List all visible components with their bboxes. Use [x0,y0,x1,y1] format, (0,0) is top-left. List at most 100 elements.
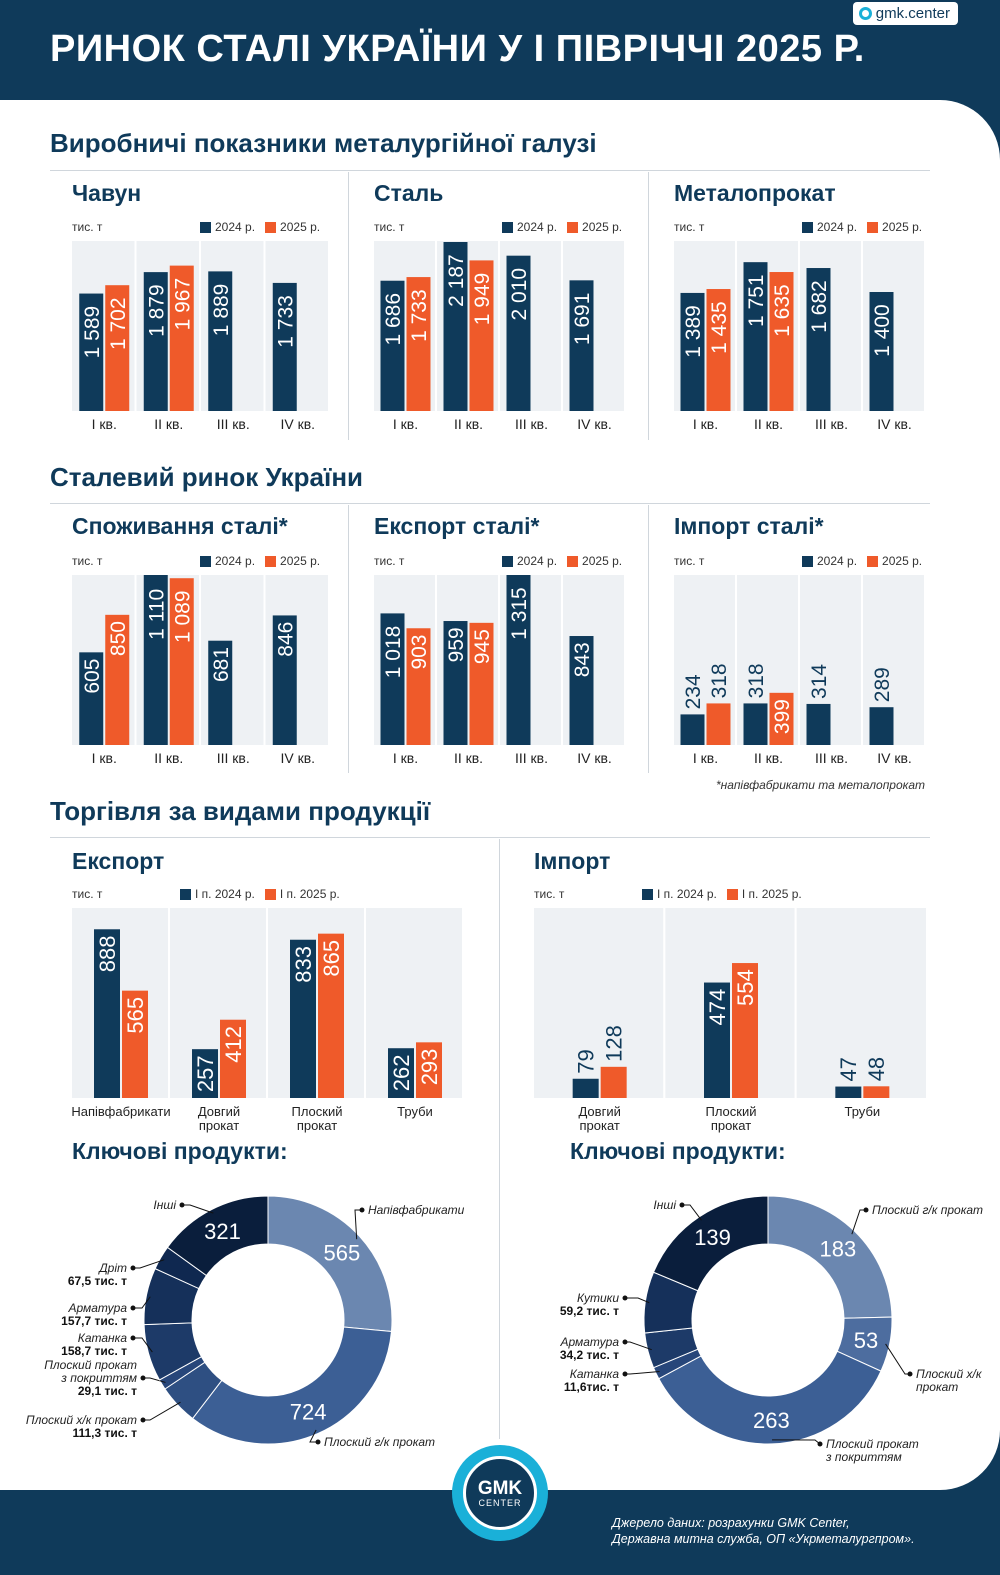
category-label: І кв. [693,750,718,766]
leader-line [625,1370,660,1375]
bar-2024 [680,292,705,411]
bar-2024 [208,640,233,745]
category-label: ІІ кв. [454,416,483,432]
donut-slice [267,1195,393,1332]
bar-value-label: 850 [107,621,130,656]
category-label: IV кв. [877,416,912,432]
panel-divider [648,172,649,440]
category-label: IV кв. [577,750,612,766]
leader-dot [130,1265,136,1271]
bar-2025 [732,963,758,1098]
section-divider [50,503,930,504]
bar-2025 [469,260,494,411]
category-label: ІІ кв. [754,750,783,766]
bar-value-label: 833 [291,946,316,983]
bar-2024 [380,613,405,745]
legend-label-2024: 2024 р. [817,554,858,568]
leader-dot [622,1371,628,1377]
bar-2025 [769,692,794,745]
legend-swatch-2025 [265,221,277,233]
donut-name-label: прокат [916,1380,958,1394]
donut-name-label: Плоский г/к прокат [872,1203,983,1217]
legend-swatch-2024 [502,221,513,233]
bar-2024 [680,714,705,745]
export-chart-title: Експорт сталі* [374,513,540,539]
category-label: IV кв. [280,750,315,766]
bar-value-label: 1 018 [382,626,405,679]
unit-label: тис. т [674,554,705,568]
bar-2024 [143,575,168,745]
legend-swatch-2024 [200,555,211,567]
brand-badge[interactable]: gmk.center [852,2,958,25]
steel-chart-title: Сталь [374,180,444,206]
donut-name-label: з покриттям [825,1450,902,1464]
donut-value-label: 565 [324,1241,361,1266]
donut-value-label: 53 [854,1328,878,1353]
category-label: Плоский [705,1104,756,1119]
bar-2025 [469,622,494,745]
donut-valuetext-label: 29,1 тис. т [78,1384,137,1398]
leader-dot [140,1417,146,1423]
legend-label-2025: 2025 р. [882,554,923,568]
category-label: прокат [297,1118,337,1133]
export-products-chart: 888565Напівфабрикати257412Довгийпрокат83… [71,908,464,1133]
donut-slice [166,1195,269,1277]
bar-value-label: 1 879 [145,284,168,337]
donut-slice [652,1195,769,1292]
leader-dot [359,1207,365,1213]
page-title: РИНОК СТАЛІ УКРАЇНИ У І ПІВРІЧЧІ 2025 Р. [50,28,865,70]
donut-valuetext-label: 59,2 тис. т [560,1304,619,1318]
legend-label-2025: 2025 р. [280,554,321,568]
bar-value-label: 846 [274,622,297,657]
bar-value-label: 865 [319,940,344,977]
bar-value-label: 1 682 [808,280,831,333]
bar-2024 [192,1049,218,1098]
panel-divider [648,505,649,773]
legend-label-2024: І п. 2024 р. [657,887,717,901]
legend-swatch-2025 [265,555,277,567]
bar-value-label: 293 [417,1049,442,1086]
donut-valuetext-label: 111,3 тис. т [72,1426,137,1440]
unit-label: тис. т [374,220,405,234]
bar-2024 [704,982,730,1098]
donut-name-label: Напівфабрикати [368,1203,465,1217]
bar-2024 [743,703,768,745]
category-label: прокат [199,1118,239,1133]
bar-value-label: 1 967 [171,278,194,331]
donut-value-label: 263 [753,1408,790,1433]
bar-2025 [600,1066,627,1098]
category-label: ІІ кв. [154,416,183,432]
import-products-chart-title: Імпорт [534,848,611,874]
donut-name-label: Інші [153,1198,176,1212]
bar-value-label: 1 949 [471,273,494,326]
bar-2024 [443,621,468,745]
category-label: Довгий [198,1104,240,1119]
bar-2024 [506,255,531,411]
leader-line [309,1429,318,1443]
bar-2024 [380,280,405,411]
unit-label: тис. т [534,887,565,901]
category-label: ІІІ кв. [815,416,848,432]
bar-2025 [416,1042,442,1098]
bar-2025 [122,990,148,1098]
leader-line [133,1337,153,1353]
category-label: ІІІ кв. [515,416,548,432]
bar-value-label: 47 [836,1057,861,1081]
bar-value-label: 262 [389,1054,414,1091]
bar-value-label: 1 686 [382,293,405,346]
section-divider [50,170,930,171]
key-products-title-import: Ключові продукти: [570,1138,786,1164]
leader-dot [140,1375,146,1381]
bar-2024 [569,280,594,411]
import-chart-title: Імпорт сталі* [674,513,824,539]
category-label: IV кв. [280,416,315,432]
bar-2024 [569,636,594,745]
donut-name-label: Арматура [67,1301,127,1315]
category-background [534,908,664,1098]
donut-name-label: з покриттям [60,1371,137,1385]
bar-2025 [105,614,130,745]
donut-name-label: Інші [653,1198,676,1212]
panel-divider [499,839,500,1439]
bar-2024 [272,615,297,745]
bar-value-label: 681 [210,647,233,682]
